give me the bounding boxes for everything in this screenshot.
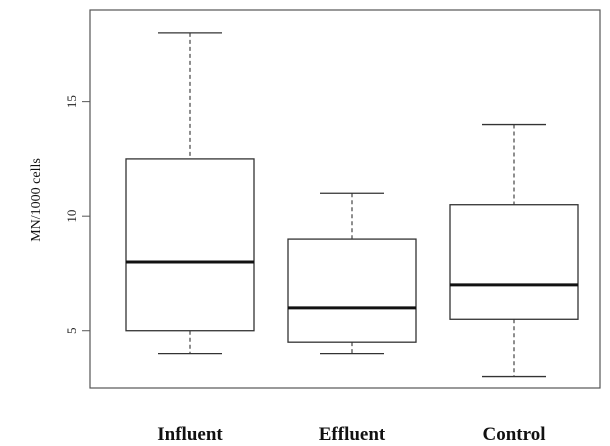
category-label-effluent: Effluent: [319, 424, 386, 445]
box-control: [449, 123, 579, 378]
y-tick-label: 15: [64, 95, 79, 108]
y-axis: 5 10 15: [64, 95, 90, 334]
category-label-influent: Influent: [157, 424, 223, 445]
y-tick-label: 5: [64, 327, 79, 334]
y-axis-label: MN/1000 cells: [29, 158, 44, 242]
iqr-box: [449, 204, 579, 320]
box-influent: [125, 32, 255, 355]
box-effluent: [287, 192, 417, 355]
iqr-box: [287, 238, 417, 343]
iqr-box: [125, 158, 255, 332]
category-label-control: Control: [483, 424, 546, 445]
category-labels: Influent Effluent Control: [157, 424, 545, 445]
boxes-layer: [125, 32, 579, 378]
plot-frame: [89, 9, 601, 389]
y-tick-label: 10: [64, 210, 79, 223]
